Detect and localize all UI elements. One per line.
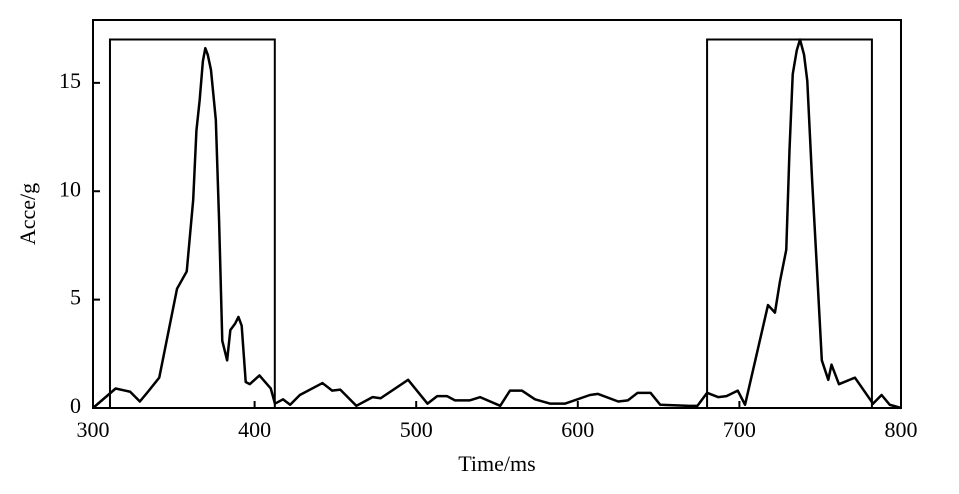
plot-frame xyxy=(92,19,902,409)
highlight-region xyxy=(706,38,873,408)
x-tick-label: 600 xyxy=(561,417,594,442)
y-tick-label: 5 xyxy=(70,285,81,310)
data-line xyxy=(92,38,902,410)
highlight-region xyxy=(108,38,276,408)
x-tick-label: 300 xyxy=(77,417,110,442)
x-tick-label: 500 xyxy=(400,417,433,442)
x-tick-label: 800 xyxy=(885,417,918,442)
y-tick-label: 15 xyxy=(59,68,81,93)
y-tick-label: 0 xyxy=(70,393,81,418)
y-tick-label: 10 xyxy=(59,176,81,201)
x-tick-label: 400 xyxy=(238,417,271,442)
y-axis-label: Acce/g xyxy=(15,183,40,245)
x-tick-label: 700 xyxy=(723,417,756,442)
x-axis-label: Time/ms xyxy=(458,451,535,476)
